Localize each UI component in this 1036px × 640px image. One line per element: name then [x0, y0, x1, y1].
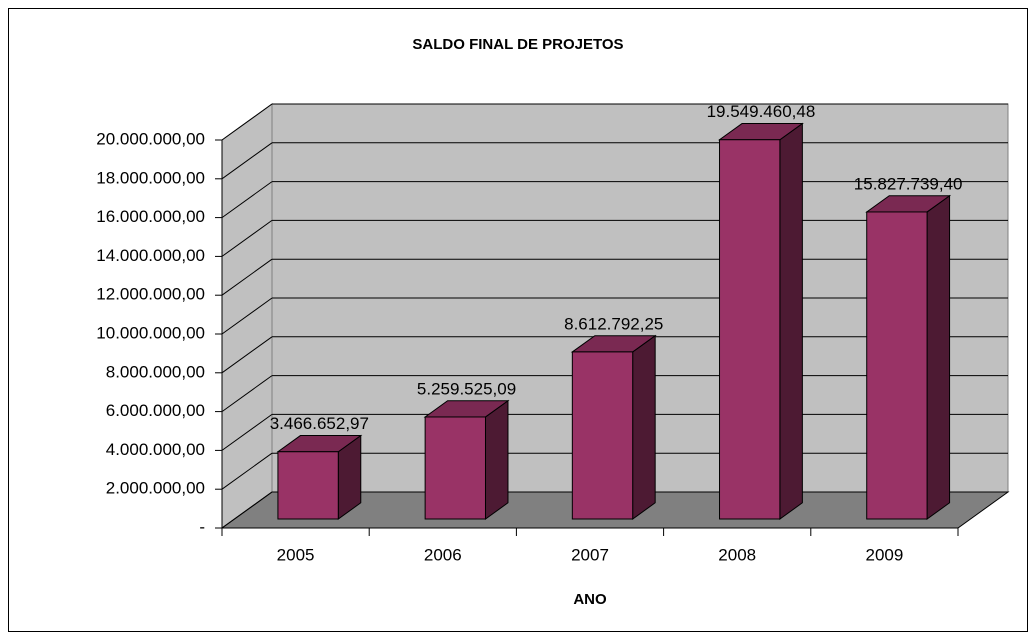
x-tick-label: 2007: [571, 545, 609, 564]
grid-line: [221, 413, 273, 451]
grid-line: [221, 142, 273, 180]
bars: [276, 122, 952, 520]
y-tick-label: 8.000.000,00: [106, 362, 205, 381]
y-tick-label: 16.000.000,00: [96, 207, 205, 226]
grid-line: [221, 258, 273, 296]
bar-side: [632, 334, 656, 520]
y-tick-label: -: [199, 517, 205, 536]
bar: [277, 451, 339, 520]
bar-side: [779, 122, 803, 520]
bar: [424, 416, 486, 520]
y-tick-label: 20.000.000,00: [96, 129, 205, 148]
x-axis-title: ANO: [573, 591, 607, 608]
bar: [866, 211, 928, 520]
grid-line: [221, 491, 273, 529]
grid-line: [221, 297, 273, 335]
chart-title: SALDO FINAL DE PROJETOS: [412, 36, 623, 53]
data-label: 15.827.739,40: [854, 174, 963, 193]
y-tick-label: 12.000.000,00: [96, 285, 205, 304]
bar-side: [484, 399, 509, 520]
grid-line: [221, 452, 273, 490]
x-tick-label: 2005: [277, 545, 315, 564]
x-tick-label: 2009: [865, 545, 903, 564]
y-tick-label: 14.000.000,00: [96, 246, 205, 265]
grid-line: [221, 375, 273, 413]
x-tick-label: 2008: [718, 545, 756, 564]
y-tick-label: 6.000.000,00: [106, 401, 205, 420]
y-tick-label: 2.000.000,00: [106, 479, 205, 498]
y-tick-label: 18.000.000,00: [96, 168, 205, 187]
grid-line: [221, 219, 273, 257]
bar: [571, 351, 634, 520]
grid-line: [221, 103, 273, 141]
grid-line: [221, 336, 273, 374]
bar-side: [926, 194, 951, 520]
data-label: 3.466.652,97: [270, 414, 369, 433]
x-tick-label: 2006: [424, 545, 462, 564]
bar: [719, 139, 781, 520]
data-label: 19.549.460,48: [707, 102, 816, 121]
data-label: 5.259.525,09: [417, 379, 516, 398]
y-tick-label: 10.000.000,00: [96, 323, 205, 342]
data-label: 8.612.792,25: [564, 314, 663, 333]
grid-line: [221, 181, 273, 219]
y-tick-label: 4.000.000,00: [106, 440, 205, 459]
